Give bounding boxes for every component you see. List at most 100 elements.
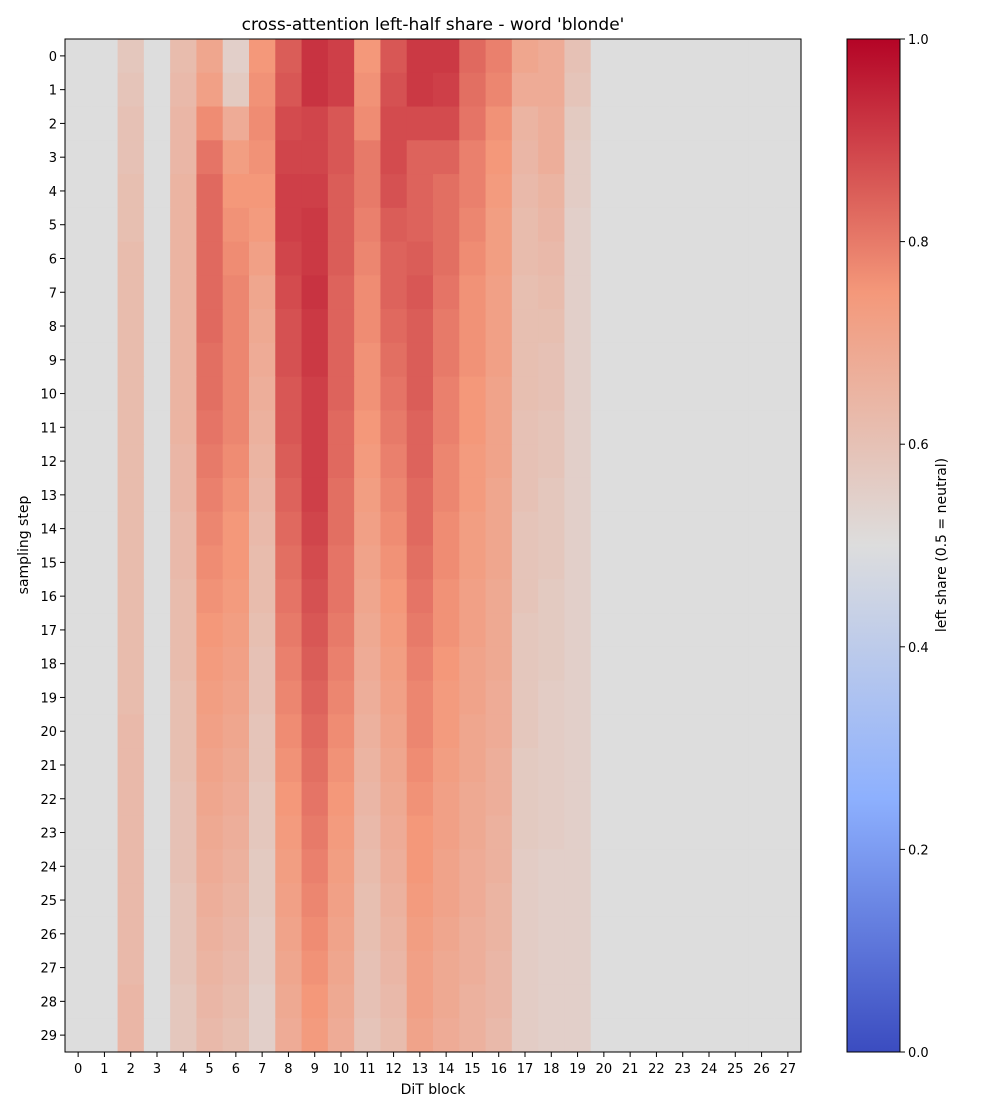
heatmap-cell xyxy=(774,984,802,1019)
heatmap-cell xyxy=(354,849,382,884)
heatmap-cell xyxy=(748,207,776,243)
heatmap-cell xyxy=(117,984,145,1019)
heatmap-cell xyxy=(65,241,92,276)
heatmap-cell xyxy=(459,984,487,1019)
heatmap-cell xyxy=(748,646,776,682)
heatmap-cell xyxy=(249,579,276,614)
heatmap-cell xyxy=(170,140,198,175)
heatmap-cell xyxy=(327,140,355,175)
y-tick-label: 13 xyxy=(40,489,57,504)
heatmap-cell xyxy=(538,950,566,986)
heatmap-cell xyxy=(117,511,145,547)
heatmap-cell xyxy=(406,376,434,412)
heatmap-cell xyxy=(538,342,566,378)
x-tick-label: 8 xyxy=(284,1062,292,1077)
heatmap-cell xyxy=(143,714,171,749)
heatmap-cell xyxy=(91,883,119,918)
heatmap-cell xyxy=(722,511,750,547)
heatmap-cell xyxy=(222,444,250,479)
heatmap-cell xyxy=(327,174,355,209)
heatmap-cell xyxy=(275,950,303,986)
heatmap-cell xyxy=(643,39,671,74)
heatmap-cell xyxy=(774,748,802,783)
heatmap-cell xyxy=(143,174,171,209)
heatmap-cell xyxy=(222,815,250,850)
heatmap-cell xyxy=(91,207,119,243)
heatmap-cell xyxy=(65,950,92,986)
heatmap-cell xyxy=(695,849,723,884)
heatmap-cell xyxy=(406,241,434,276)
heatmap-cell xyxy=(91,140,119,175)
heatmap-cell xyxy=(433,815,460,850)
heatmap-cell xyxy=(774,916,802,952)
heatmap-cell xyxy=(380,207,408,243)
heatmap-cell xyxy=(669,748,697,783)
x-tick-label: 15 xyxy=(464,1062,481,1077)
x-tick-label: 4 xyxy=(179,1062,187,1077)
heatmap-cell xyxy=(327,950,355,986)
heatmap-cell xyxy=(643,477,671,513)
heatmap-cell xyxy=(275,714,303,749)
heatmap-cell xyxy=(564,815,592,850)
heatmap-cell xyxy=(327,579,355,614)
heatmap-cell xyxy=(643,140,671,175)
heatmap-cell xyxy=(301,545,329,580)
heatmap-cell xyxy=(327,545,355,580)
heatmap-cell xyxy=(354,646,382,682)
heatmap-cell xyxy=(354,309,382,344)
heatmap-cell xyxy=(590,613,618,648)
heatmap-cell xyxy=(249,680,276,715)
heatmap-cell xyxy=(301,410,329,445)
heatmap-cell xyxy=(722,1018,750,1053)
heatmap-cell xyxy=(301,849,329,884)
heatmap-cell xyxy=(249,241,276,276)
heatmap-cell xyxy=(301,309,329,344)
heatmap-cell xyxy=(485,579,513,614)
heatmap-cell xyxy=(564,883,592,918)
heatmap-cell xyxy=(511,376,539,412)
heatmap-cell xyxy=(196,748,224,783)
heatmap-cell xyxy=(380,984,408,1019)
y-tick-label: 29 xyxy=(40,1029,57,1044)
heatmap-cell xyxy=(65,781,92,817)
heatmap-cell xyxy=(354,275,382,310)
heatmap-cell xyxy=(485,410,513,445)
heatmap-cell xyxy=(275,410,303,445)
heatmap-cell xyxy=(564,342,592,378)
heatmap-cell xyxy=(327,39,355,74)
heatmap-cell xyxy=(91,1018,119,1053)
heatmap-cell xyxy=(643,444,671,479)
heatmap-cell xyxy=(774,680,802,715)
heatmap-cell xyxy=(433,849,460,884)
heatmap-cell xyxy=(774,579,802,614)
heatmap-cell xyxy=(65,613,92,648)
heatmap-cell xyxy=(485,140,513,175)
heatmap-cell xyxy=(275,646,303,682)
heatmap-cell xyxy=(301,1018,329,1053)
heatmap-cell xyxy=(301,714,329,749)
heatmap-cell xyxy=(143,511,171,547)
heatmap-cell xyxy=(275,39,303,74)
heatmap-cell xyxy=(774,781,802,817)
heatmap-cell xyxy=(170,275,198,310)
heatmap-cell xyxy=(301,579,329,614)
heatmap-cell xyxy=(748,984,776,1019)
y-tick-label: 17 xyxy=(40,624,57,639)
heatmap-cell xyxy=(380,849,408,884)
heatmap-cell xyxy=(538,916,566,952)
heatmap-cell xyxy=(196,410,224,445)
heatmap-cell xyxy=(669,916,697,952)
heatmap-cell xyxy=(669,646,697,682)
heatmap-cell xyxy=(222,174,250,209)
heatmap-cell xyxy=(117,748,145,783)
colorbar-tick-label: 0.4 xyxy=(908,641,929,656)
heatmap-cell xyxy=(222,781,250,817)
heatmap-cell xyxy=(275,477,303,513)
heatmap-cell xyxy=(354,545,382,580)
y-tick-label: 26 xyxy=(40,928,57,943)
heatmap-cell xyxy=(511,410,539,445)
heatmap-cell xyxy=(485,241,513,276)
heatmap-cell xyxy=(538,309,566,344)
y-tick-label: 4 xyxy=(49,185,57,200)
heatmap-cell xyxy=(433,950,460,986)
